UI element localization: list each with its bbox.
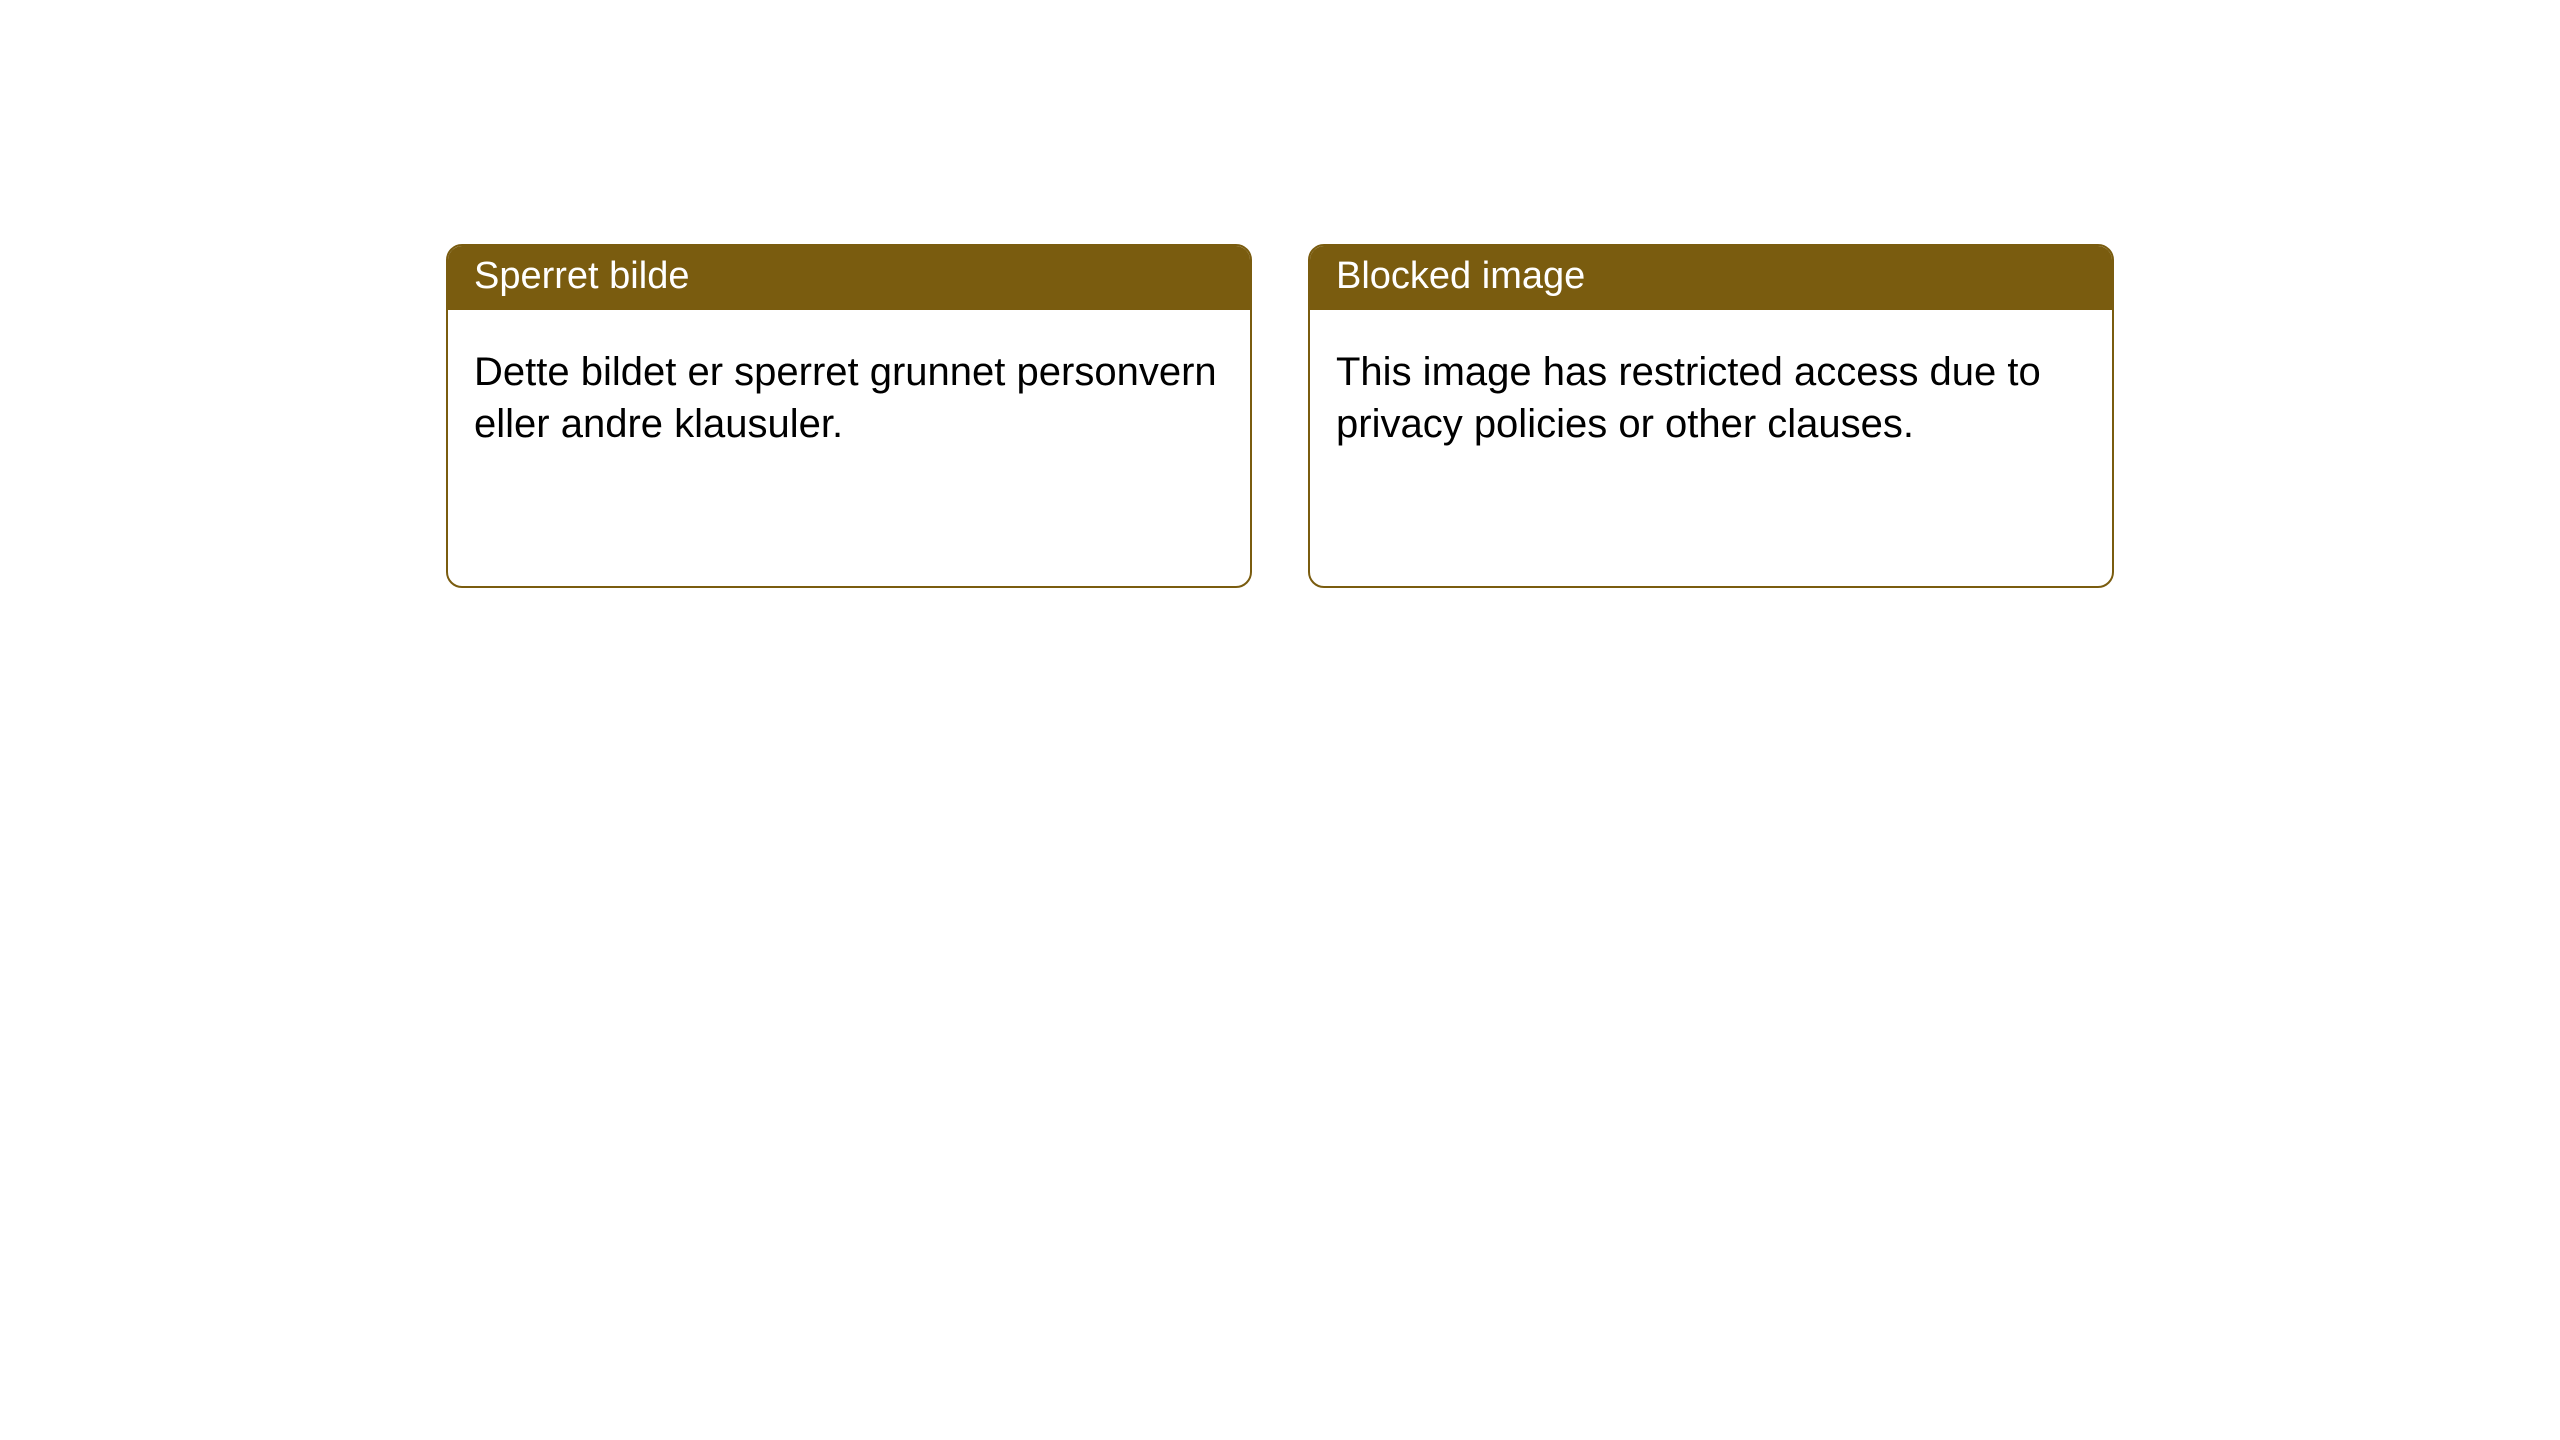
notice-header: Blocked image bbox=[1310, 246, 2112, 310]
notice-body: This image has restricted access due to … bbox=[1310, 310, 2112, 586]
notice-header: Sperret bilde bbox=[448, 246, 1250, 310]
notice-container: Sperret bilde Dette bildet er sperret gr… bbox=[0, 0, 2560, 588]
notice-body: Dette bildet er sperret grunnet personve… bbox=[448, 310, 1250, 586]
notice-card-english: Blocked image This image has restricted … bbox=[1308, 244, 2114, 588]
notice-card-norwegian: Sperret bilde Dette bildet er sperret gr… bbox=[446, 244, 1252, 588]
